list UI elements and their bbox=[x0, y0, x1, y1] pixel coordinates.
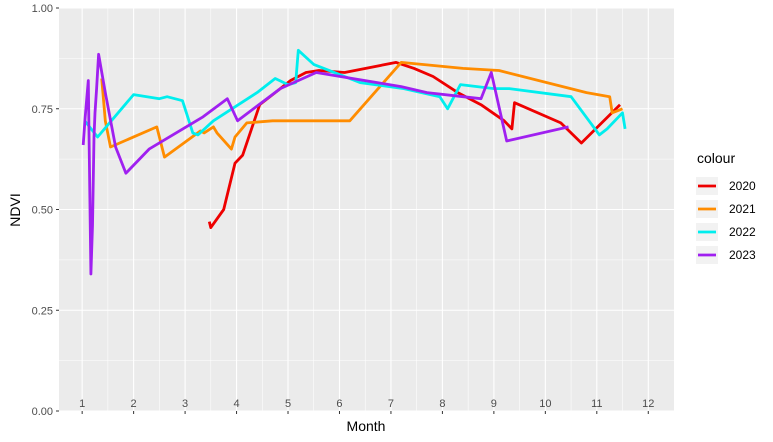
series-line-2022 bbox=[83, 48, 627, 139]
x-tick-label: 4 bbox=[233, 398, 239, 410]
y-axis-title: NDVI bbox=[7, 193, 23, 226]
x-tick-label: 3 bbox=[182, 398, 188, 410]
x-tick-label: 10 bbox=[539, 398, 551, 410]
x-tick-label: 6 bbox=[336, 398, 342, 410]
x-axis: 1 2 3 4 5 6 7 8 9 10 11 12 bbox=[79, 398, 654, 414]
y-tick-label: 0.00 bbox=[32, 406, 53, 418]
x-tick-label: 12 bbox=[642, 398, 654, 410]
grid-major bbox=[59, 7, 674, 412]
legend: colour 2020 2021 2022 2023 bbox=[696, 150, 756, 264]
y-tick-label: 0.50 bbox=[32, 205, 53, 217]
legend-label-2020: 2020 bbox=[729, 179, 756, 193]
x-tick-label: 7 bbox=[388, 398, 394, 410]
series-layer bbox=[81, 48, 627, 276]
legend-title: colour bbox=[697, 150, 735, 166]
x-tick-label: 5 bbox=[285, 398, 291, 410]
legend-label-2022: 2022 bbox=[729, 225, 756, 239]
legend-label-2023: 2023 bbox=[729, 248, 756, 262]
x-tick-label: 11 bbox=[591, 398, 602, 410]
x-tick-label: 8 bbox=[439, 398, 445, 410]
x-axis-title: Month bbox=[347, 418, 386, 434]
y-tick-label: 0.75 bbox=[32, 104, 53, 116]
x-tick-label: 1 bbox=[79, 398, 85, 410]
series-line-2020 bbox=[207, 61, 621, 229]
y-tick-label: 0.25 bbox=[32, 305, 53, 317]
series-line-2023 bbox=[81, 52, 569, 276]
x-tick-label: 2 bbox=[131, 398, 137, 410]
y-tick-label: 1.00 bbox=[32, 3, 53, 15]
x-tick-label: 9 bbox=[491, 398, 497, 410]
legend-label-2021: 2021 bbox=[729, 202, 756, 216]
y-axis: 0.00 0.25 0.50 0.75 1.00 bbox=[32, 3, 59, 418]
